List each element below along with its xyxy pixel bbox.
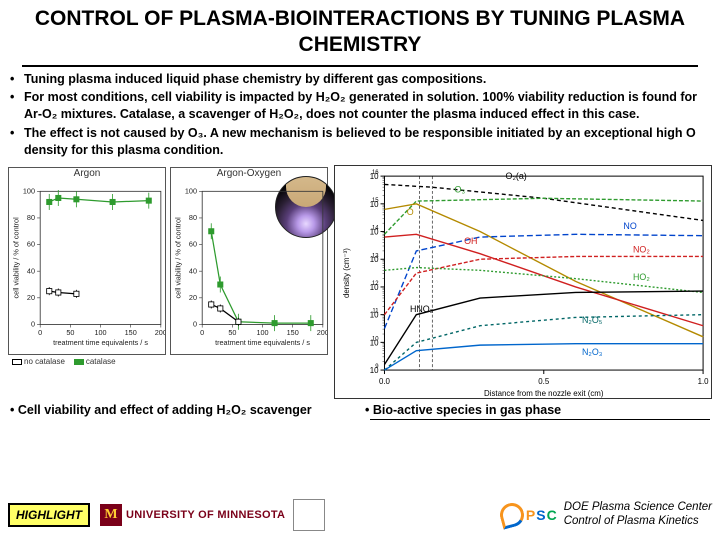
- svg-text:0: 0: [200, 328, 204, 337]
- svg-text:20: 20: [27, 293, 35, 302]
- svg-text:0: 0: [193, 319, 197, 328]
- psc-ring-icon: [497, 500, 526, 529]
- svg-text:20: 20: [189, 293, 197, 302]
- svg-text:50: 50: [228, 328, 236, 337]
- svg-text:10: 10: [372, 336, 379, 342]
- legend-catalase: catalase: [86, 357, 116, 366]
- umn-text: UNIVERSITY OF MINNESOTA: [126, 509, 285, 521]
- svg-text:150: 150: [125, 328, 137, 337]
- svg-text:0: 0: [31, 319, 35, 328]
- footer: HIGHLIGHT M UNIVERSITY OF MINNESOTA PSC …: [0, 494, 720, 536]
- svg-text:0.0: 0.0: [379, 377, 391, 386]
- svg-text:cell viability / % of control: cell viability / % of control: [173, 217, 182, 299]
- svg-text:O: O: [407, 207, 414, 217]
- argon-chart: Argon 050100150200020406080100treatment …: [8, 167, 166, 355]
- svg-text:200: 200: [155, 328, 165, 337]
- svg-text:100: 100: [23, 186, 35, 195]
- title-underline: [22, 65, 698, 67]
- svg-text:100: 100: [94, 328, 106, 337]
- svg-text:density (cm⁻³): density (cm⁻³): [342, 248, 351, 298]
- svg-text:14: 14: [372, 225, 379, 231]
- density-panel: 0.00.51.01091010101110121013101410151016…: [334, 165, 712, 399]
- caption-rule: [370, 419, 710, 420]
- marker-filled: [74, 359, 84, 365]
- svg-text:cell viability / % of control: cell viability / % of control: [11, 217, 20, 299]
- svg-text:NO: NO: [623, 221, 636, 231]
- caption-density: • Bio-active species in gas phase: [365, 403, 710, 417]
- svg-text:150: 150: [287, 328, 299, 337]
- svg-text:treatment time equivalents / s: treatment time equivalents / s: [53, 338, 148, 347]
- svg-text:N₂O₃: N₂O₃: [582, 347, 603, 357]
- svg-text:50: 50: [66, 328, 74, 337]
- svg-text:100: 100: [256, 328, 268, 337]
- svg-text:80: 80: [189, 213, 197, 222]
- svg-text:Distance from the nozzle exit: Distance from the nozzle exit (cm): [484, 389, 604, 398]
- marker-open: [12, 359, 22, 365]
- bullet-3: The effect is not caused by O₃. A new me…: [24, 125, 710, 159]
- caption-viability: • Cell viability and effect of adding H₂…: [10, 403, 345, 417]
- viability-panel: Argon 050100150200020406080100treatment …: [8, 165, 328, 399]
- argon-oxygen-chart: Argon-Oxygen 050100150200020406080100tre…: [170, 167, 328, 355]
- svg-text:11: 11: [372, 309, 378, 315]
- svg-text:1.0: 1.0: [698, 377, 710, 386]
- svg-text:O₃: O₃: [455, 185, 466, 195]
- viability-legend: no catalase catalase: [8, 355, 328, 368]
- umn-logo: M UNIVERSITY OF MINNESOTA: [100, 504, 285, 526]
- svg-text:12: 12: [372, 281, 379, 287]
- svg-text:60: 60: [189, 240, 197, 249]
- bullets-block: •Tuning plasma induced liquid phase chem…: [0, 71, 720, 165]
- center-small-logo: [293, 499, 325, 531]
- page-title: CONTROL OF PLASMA-BIOINTERACTIONS BY TUN…: [0, 0, 720, 63]
- highlight-badge: HIGHLIGHT: [8, 503, 90, 527]
- svg-text:16: 16: [372, 170, 379, 176]
- doe-text: DOE Plasma Science Center Control of Pla…: [564, 501, 712, 529]
- svg-text:60: 60: [27, 240, 35, 249]
- svg-text:HNO₃: HNO₃: [410, 304, 434, 314]
- svg-text:9: 9: [375, 364, 379, 370]
- svg-text:40: 40: [189, 266, 197, 275]
- svg-text:0.5: 0.5: [538, 377, 550, 386]
- svg-text:100: 100: [185, 186, 197, 195]
- svg-text:NO₂: NO₂: [633, 244, 650, 254]
- svg-text:HO₂: HO₂: [633, 272, 650, 282]
- svg-text:0: 0: [38, 328, 42, 337]
- svg-text:O₂(a): O₂(a): [506, 171, 527, 181]
- psc-logo: PSC: [500, 503, 558, 527]
- svg-text:treatment time equivalents / s: treatment time equivalents / s: [215, 338, 310, 347]
- svg-text:80: 80: [27, 213, 35, 222]
- svg-text:200: 200: [317, 328, 327, 337]
- svg-text:15: 15: [372, 198, 379, 204]
- legend-no-catalase: no catalase: [24, 357, 65, 366]
- bullet-1: Tuning plasma induced liquid phase chemi…: [24, 71, 486, 88]
- svg-text:13: 13: [372, 253, 379, 259]
- svg-text:40: 40: [27, 266, 35, 275]
- bullet-2: For most conditions, cell viability is i…: [24, 89, 710, 123]
- svg-text:N₂O₅: N₂O₅: [582, 315, 603, 325]
- m-block-icon: M: [100, 504, 122, 526]
- svg-text:OH: OH: [464, 236, 477, 246]
